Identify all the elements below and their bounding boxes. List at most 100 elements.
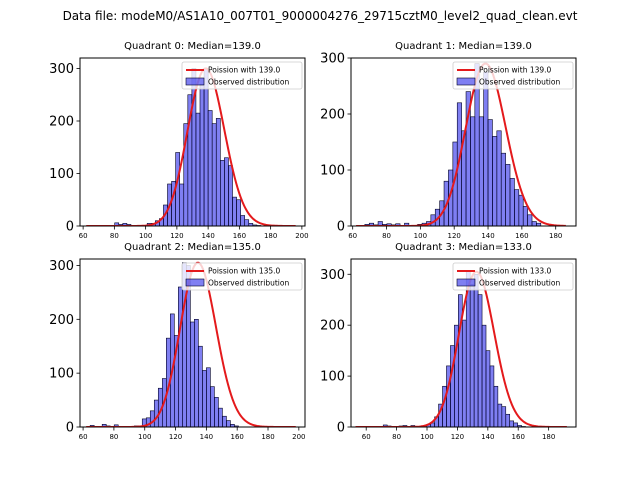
x-tick-label: 140 bbox=[481, 433, 494, 441]
legend-box bbox=[181, 262, 303, 291]
histogram-bar bbox=[222, 415, 227, 427]
x-tick-label: 60 bbox=[79, 433, 88, 441]
poisson-curve bbox=[86, 67, 296, 226]
quadrant-1-plot-area bbox=[356, 62, 566, 226]
y-tick-label: 300 bbox=[49, 259, 74, 274]
histogram-bar bbox=[215, 118, 221, 226]
y-tick-label: 100 bbox=[49, 367, 74, 382]
histogram-bar bbox=[527, 214, 533, 226]
quadrant-3-panel: Quadrant 3: Median=133.0 0 100 200 300 60 80 10… bbox=[320, 242, 577, 441]
histogram-bar bbox=[244, 219, 250, 226]
histogram-bar bbox=[228, 165, 233, 226]
x-tick-label: 80 bbox=[109, 433, 118, 441]
x-tick-label: 120 bbox=[448, 232, 461, 240]
histogram-bar bbox=[207, 110, 213, 226]
y-tick-label: 300 bbox=[320, 52, 345, 67]
x-tick-label: 200 bbox=[292, 433, 305, 441]
histogram-bar bbox=[531, 221, 537, 226]
x-tick-label: 180 bbox=[542, 433, 555, 441]
histogram-bar bbox=[497, 403, 503, 427]
legend-curve-label: Poission with 133.0 bbox=[479, 267, 552, 276]
x-tick-label: 120 bbox=[169, 433, 182, 441]
axes-frame bbox=[79, 57, 306, 227]
axes-frame bbox=[350, 258, 577, 428]
legend-hist-swatch bbox=[456, 278, 476, 287]
histogram-bar bbox=[377, 221, 383, 226]
poisson-curve bbox=[355, 270, 567, 427]
quadrant-3-plot-area bbox=[355, 270, 567, 427]
legend: Poission with 133.0 Observed distribution bbox=[452, 262, 574, 291]
x-tick-label: 100 bbox=[139, 232, 152, 240]
quadrant-1-panel: Quadrant 1: Median=139.0 0 100 200 300 60 80 10… bbox=[320, 41, 577, 240]
histogram-bar bbox=[190, 321, 195, 427]
histogram-bar bbox=[493, 385, 499, 427]
histogram-bar bbox=[218, 407, 223, 427]
legend-hist-swatch bbox=[185, 77, 205, 86]
histogram-bar bbox=[236, 199, 241, 226]
legend: Poission with 135.0 Observed distribution bbox=[181, 262, 303, 291]
histogram-bar bbox=[175, 152, 180, 226]
histogram-bar bbox=[478, 116, 484, 226]
x-tick-label: 100 bbox=[420, 433, 433, 441]
histogram-bar bbox=[505, 413, 511, 427]
histogram-bar bbox=[203, 68, 209, 226]
legend: Poission with 139.0 Observed distribution bbox=[181, 61, 303, 90]
histogram-bar bbox=[199, 83, 205, 226]
histogram-bar bbox=[194, 319, 199, 427]
legend-hist-label: Observed distribution bbox=[208, 78, 289, 87]
x-tick-label: 60 bbox=[362, 433, 371, 441]
figure-title: Data file: modeM0/AS1A10_007T01_90000042… bbox=[63, 9, 578, 23]
histogram-bar bbox=[489, 365, 495, 427]
x-tick-label: 120 bbox=[170, 232, 183, 240]
x-tick-label: 60 bbox=[79, 232, 88, 240]
histogram-bar bbox=[473, 273, 479, 427]
x-tick-label: 80 bbox=[392, 433, 401, 441]
y-tick-label: 200 bbox=[320, 319, 345, 334]
histogram-bar bbox=[240, 215, 245, 226]
x-tick-label: 140 bbox=[200, 433, 213, 441]
histogram-bar bbox=[153, 399, 159, 427]
histogram-bar bbox=[232, 196, 237, 226]
histogram-bar bbox=[461, 319, 467, 427]
histogram-bar bbox=[226, 420, 231, 427]
x-tick-label: 160 bbox=[515, 232, 528, 240]
histogram-bar bbox=[224, 157, 229, 226]
quadrant-2-title: Quadrant 2: Median=135.0 bbox=[124, 242, 261, 253]
histogram-bar bbox=[505, 164, 511, 226]
histogram-bar bbox=[518, 194, 524, 226]
legend: Poission with 139.0 Observed distribution bbox=[452, 61, 574, 90]
y-tick-label: 100 bbox=[49, 167, 74, 182]
quadrant-2-panel: Quadrant 2: Median=135.0 0 100 200 300 60 80 10… bbox=[49, 242, 305, 441]
histogram-bar bbox=[496, 130, 502, 226]
histogram-bar bbox=[514, 189, 520, 226]
quadrant-0-title: Quadrant 0: Median=139.0 bbox=[124, 41, 261, 52]
histogram-bar bbox=[113, 424, 119, 427]
quadrant-3-title: Quadrant 3: Median=133.0 bbox=[395, 242, 532, 253]
x-tick-label: 200 bbox=[295, 232, 308, 240]
histogram-bar bbox=[477, 294, 483, 427]
y-tick-label: 100 bbox=[320, 164, 345, 179]
x-tick-label: 100 bbox=[414, 232, 427, 240]
x-tick-label: 160 bbox=[512, 433, 525, 441]
histogram-bar bbox=[500, 152, 506, 226]
histogram-bar bbox=[481, 324, 487, 427]
y-tick-label: 0 bbox=[66, 421, 74, 436]
histogram-bar bbox=[483, 71, 489, 226]
histogram-bar bbox=[492, 136, 498, 226]
legend-hist-label: Observed distribution bbox=[479, 279, 560, 288]
histogram-bar bbox=[210, 386, 215, 427]
y-tick-label: 0 bbox=[66, 220, 74, 235]
y-tick-label: 200 bbox=[320, 108, 345, 123]
y-tick-label: 0 bbox=[337, 220, 345, 235]
histogram-bar bbox=[446, 365, 451, 427]
histogram-bar bbox=[487, 119, 493, 226]
x-tick-label: 140 bbox=[201, 232, 214, 240]
axes-frame bbox=[79, 258, 306, 428]
y-tick-label: 0 bbox=[337, 421, 345, 436]
histogram-bar bbox=[149, 410, 155, 427]
histogram-bar bbox=[509, 420, 514, 427]
histogram-bar bbox=[178, 286, 183, 427]
y-tick-label: 300 bbox=[320, 268, 345, 283]
legend-hist-swatch bbox=[456, 77, 476, 86]
x-tick-label: 140 bbox=[481, 232, 494, 240]
